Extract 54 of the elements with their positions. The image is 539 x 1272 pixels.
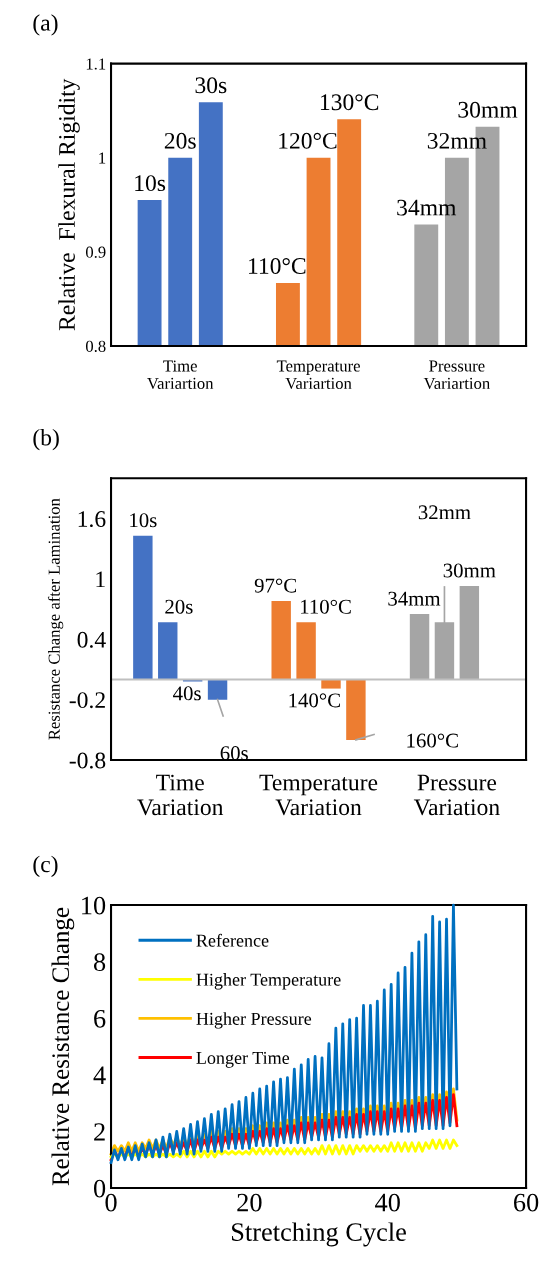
x-axis-title: Stretching Cycle xyxy=(232,1222,406,1247)
y-tick-label: 1 xyxy=(96,571,105,588)
x-tick-label: 20 xyxy=(237,1193,262,1212)
legend-label: Higher Temperature xyxy=(196,973,341,990)
x-tick-label: Time Variartion xyxy=(147,360,214,390)
y-axis-title: Relative Resistance Change xyxy=(51,907,75,1186)
y-tick-label: 2 xyxy=(94,1123,105,1141)
y-axis-title: Resistance Change after Lamination xyxy=(47,498,64,740)
y-tick-label: 1 xyxy=(99,152,106,164)
annotation: 140°C xyxy=(289,693,340,708)
x-tick-label: Pressure Variartion xyxy=(423,360,490,390)
annotation: 20s xyxy=(164,132,196,149)
x-tick-label: Time Variation xyxy=(137,774,224,816)
annotation: 32mm xyxy=(418,505,471,520)
annotation: 40s xyxy=(173,686,201,701)
y-tick-label: 1.1 xyxy=(86,58,106,70)
y-tick-label: 1.6 xyxy=(78,511,106,528)
annotation: 130°C xyxy=(320,94,379,111)
legend-label: Longer Time xyxy=(196,1051,290,1068)
annotation: 120°C xyxy=(279,132,337,149)
annotation: 160°C xyxy=(407,733,458,748)
annotation: 30s xyxy=(195,77,227,94)
annotation: 30mm xyxy=(458,101,518,118)
chart-title: (a) xyxy=(33,14,58,36)
y-tick-label: 10 xyxy=(82,896,106,915)
annotation: 97°C xyxy=(254,578,297,593)
y-axis-title: Relative Flexural Rigidity xyxy=(58,78,80,331)
annotation: 32mm xyxy=(427,132,487,149)
annotation: 34mm xyxy=(388,591,441,606)
annotation: 34mm xyxy=(397,199,457,216)
chart-title: (b) xyxy=(33,428,59,451)
y-tick-label: -0.2 xyxy=(69,692,105,709)
chart-title: (c) xyxy=(33,855,58,878)
y-tick-label: 0 xyxy=(93,1179,106,1198)
annotation: 110°C xyxy=(249,258,306,274)
annotation: 10s xyxy=(135,175,166,192)
legend-label: Higher Pressure xyxy=(196,1012,312,1029)
annotation: 10s xyxy=(130,513,157,528)
x-tick-label: Pressure Variation xyxy=(413,774,500,816)
y-tick-label: 0.9 xyxy=(85,246,106,258)
y-tick-label: 0.8 xyxy=(85,340,106,352)
x-tick-label: Temperature Variation xyxy=(259,774,378,816)
y-tick-label: 8 xyxy=(93,953,106,972)
y-tick-label: 0.4 xyxy=(77,631,106,648)
annotation: 20s xyxy=(165,599,193,614)
annotation: 30mm xyxy=(443,563,496,578)
y-tick-label: -0.8 xyxy=(69,752,106,769)
legend-label: Reference xyxy=(196,933,269,947)
x-tick-label: 40 xyxy=(375,1193,400,1212)
annotation: 110°C xyxy=(301,599,351,614)
x-tick-label: 60 xyxy=(514,1193,539,1212)
y-tick-label: 6 xyxy=(94,1009,106,1028)
y-tick-label: 4 xyxy=(93,1066,106,1084)
x-tick-label: Temperature Variartion xyxy=(276,360,360,390)
